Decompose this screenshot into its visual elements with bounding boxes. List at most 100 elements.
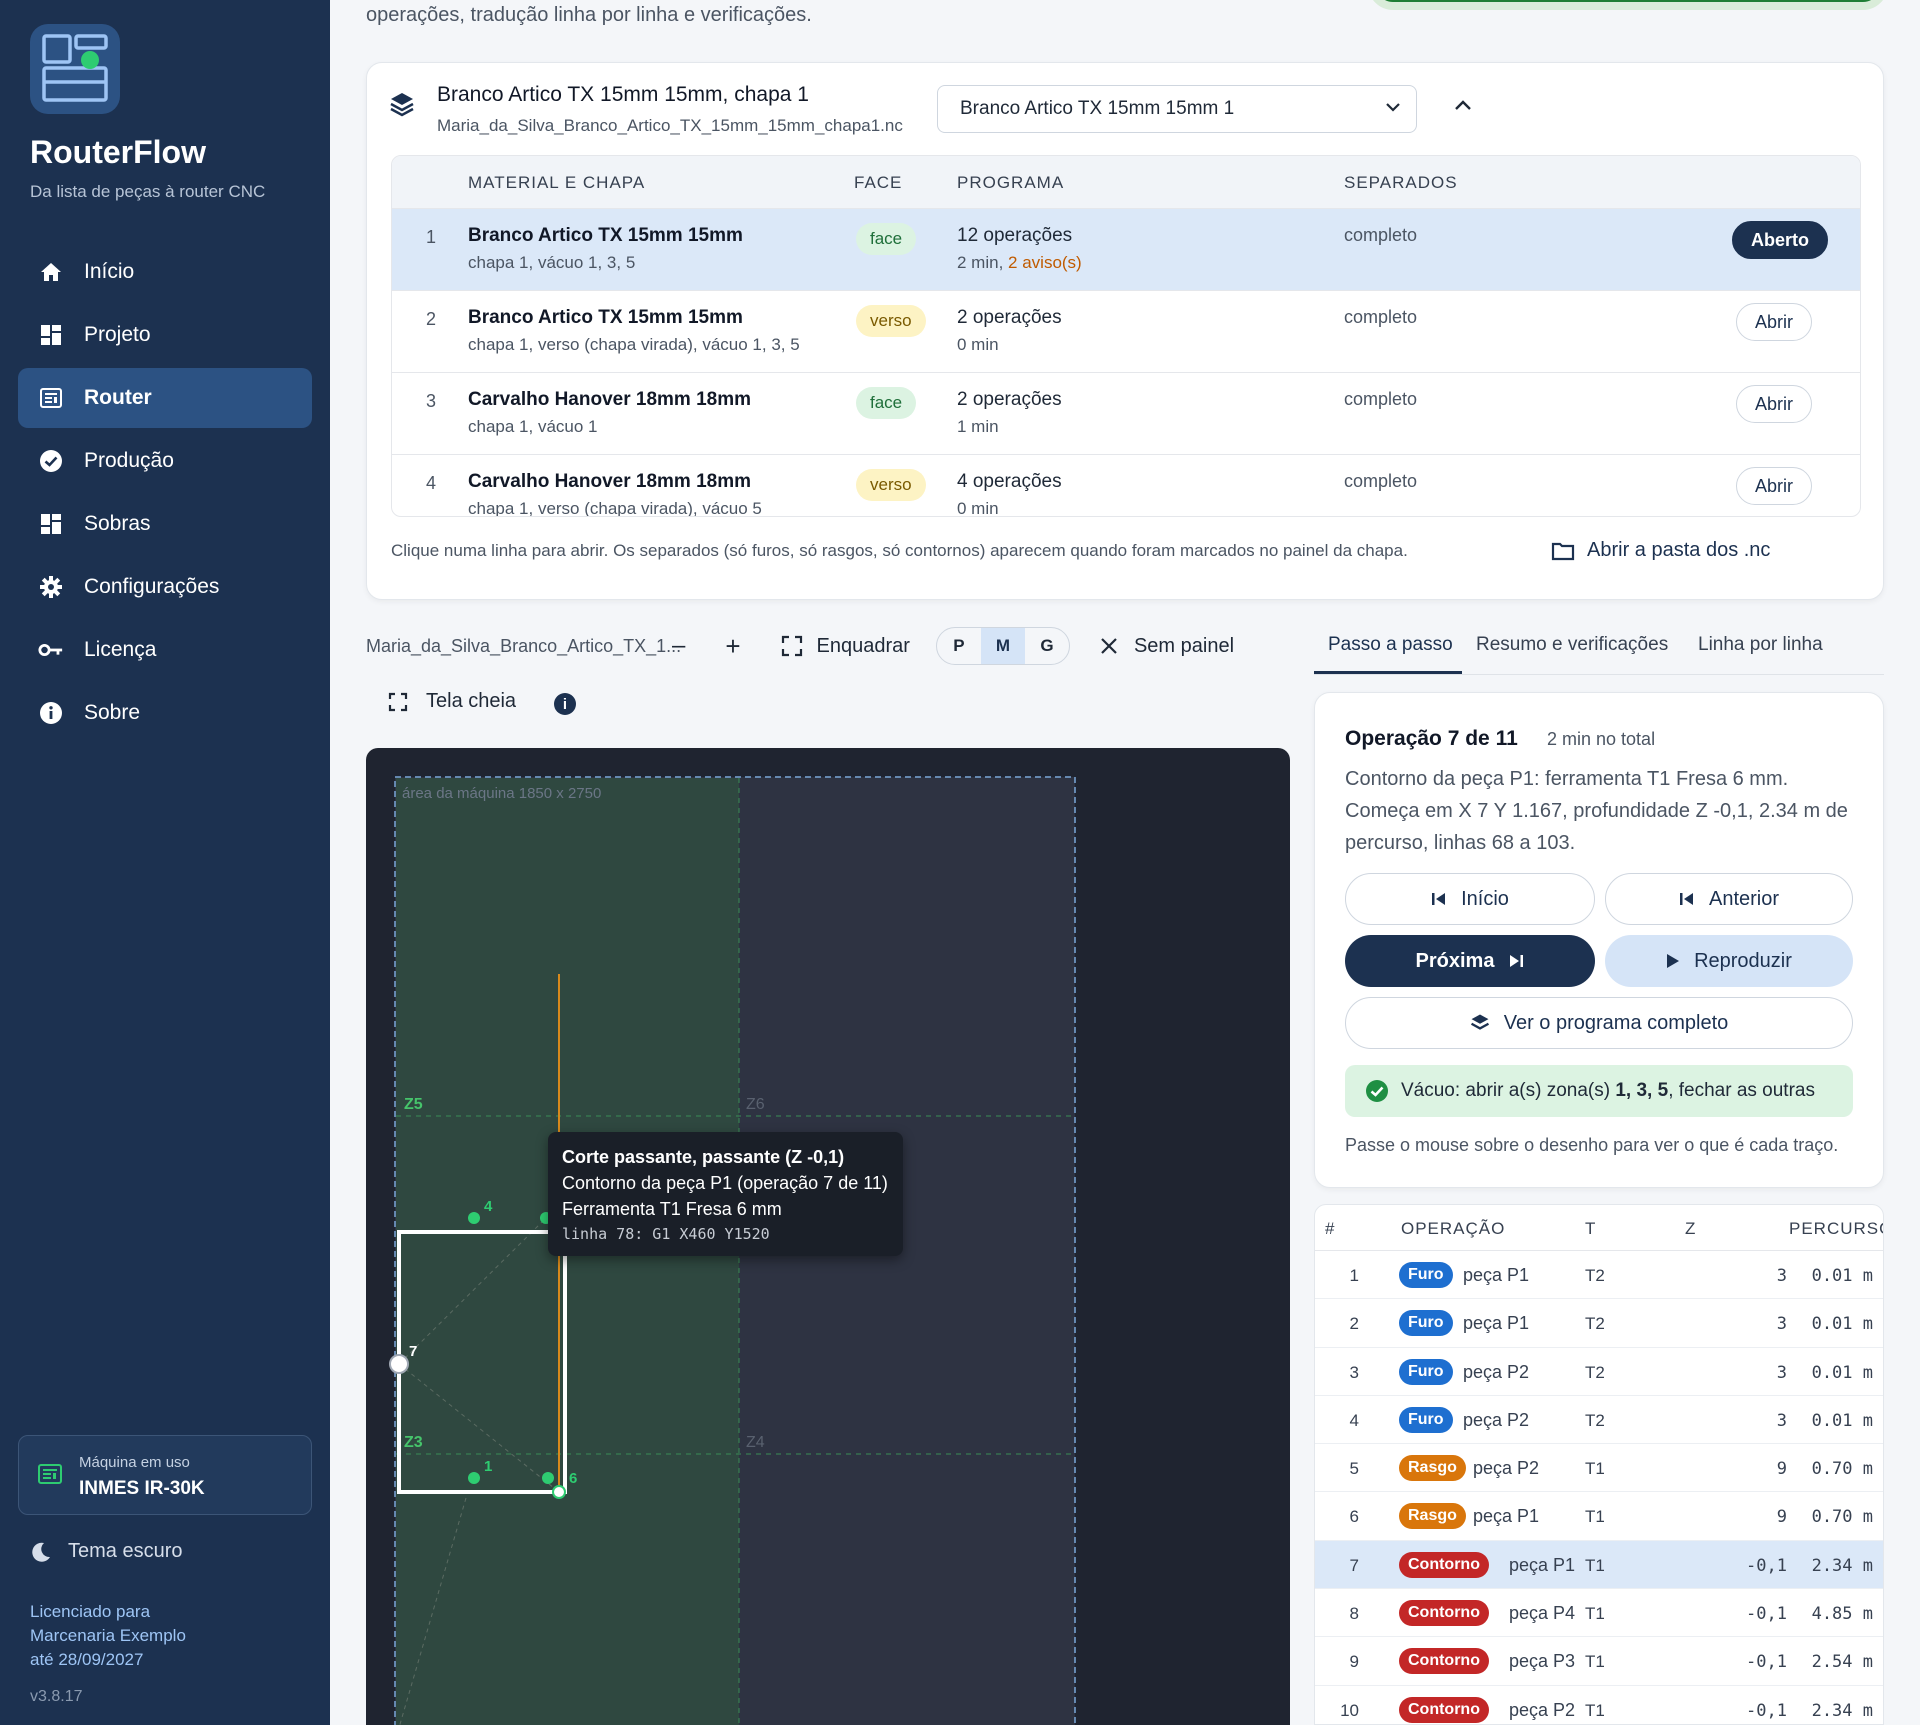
operation-row[interactable]: 3 Furo peça P2 T2 3 0.01 m	[1315, 1348, 1883, 1396]
sidebar-item-inicio[interactable]: Início	[18, 242, 312, 302]
operation-row[interactable]: 9 Contorno peça P3 T1 -0,1 2.54 m	[1315, 1637, 1883, 1686]
zoom-in-button[interactable]: +	[725, 631, 740, 662]
zone-label: Z6	[746, 1096, 765, 1113]
zoom-out-button[interactable]: –	[672, 632, 685, 660]
sidebar-item-label: Router	[84, 386, 152, 409]
operation-piece: peça P2	[1509, 1699, 1576, 1720]
row-detail: chapa 1, verso (chapa virada), vácuo 5	[468, 499, 762, 517]
operation-number: 6	[1349, 1507, 1359, 1527]
program-select[interactable]: Branco Artico TX 15mm 15mm 1	[937, 85, 1417, 133]
play-button[interactable]: Reproduzir	[1605, 935, 1853, 987]
sidebar-item-producao[interactable]: Produção	[18, 431, 312, 491]
programs-table: MATERIAL E CHAPA FACE PROGRAMA SEPARADOS…	[391, 155, 1861, 517]
operation-row[interactable]: 10 Contorno peça P2 T1 -0,1 2.34 m	[1315, 1686, 1883, 1724]
operation-path: 2.34 m	[1811, 1700, 1873, 1721]
open-button[interactable]: Abrir	[1735, 467, 1812, 505]
skip-start-icon	[1431, 891, 1447, 907]
row-warnings[interactable]: 2 aviso(s)	[1008, 253, 1082, 272]
previous-label: Anterior	[1708, 887, 1780, 910]
opened-button[interactable]: Aberto	[1732, 221, 1828, 259]
sidebar: RouterFlow Da lista de peças à router CN…	[0, 0, 330, 1725]
operation-row[interactable]: 7 Contorno peça P1 T1 -0,1 2.34 m	[1315, 1540, 1883, 1590]
close-icon	[1100, 637, 1118, 655]
open-folder-label: Abrir a pasta dos .nc	[1587, 539, 1771, 561]
sidebar-item-label: Licença	[84, 638, 157, 661]
fit-button[interactable]: Enquadrar	[781, 635, 910, 658]
operation-number: 5	[1349, 1459, 1359, 1479]
operation-piece: peça P3	[1509, 1651, 1576, 1672]
sidebar-item-sobre[interactable]: Sobre	[18, 683, 312, 743]
table-row[interactable]: 3 Carvalho Hanover 18mm 18mm chapa 1, vá…	[392, 372, 1860, 454]
table-row[interactable]: 4 Carvalho Hanover 18mm 18mm chapa 1, ve…	[392, 454, 1860, 517]
operation-row[interactable]: 1 Furo peça P1 T2 3 0.01 m	[1315, 1251, 1883, 1300]
size-g-button[interactable]: G	[1040, 636, 1054, 655]
operation-number: 8	[1349, 1604, 1359, 1624]
intro-text: operações, tradução linha por linha e ve…	[366, 4, 812, 26]
vacuum-pre: Vácuo: abrir a(s) zona(s)	[1401, 1080, 1616, 1101]
frame-icon	[781, 635, 803, 657]
row-material: Branco Artico TX 15mm 15mm	[468, 225, 743, 246]
operation-number: 2	[1349, 1314, 1359, 1334]
top-action-button[interactable]	[1368, 0, 1888, 10]
next-label: Próxima	[1415, 949, 1495, 972]
row-number: 3	[426, 391, 437, 411]
operation-row[interactable]: 8 Contorno peça P4 T1 -0,1 4.85 m	[1315, 1589, 1883, 1638]
program-title: Branco Artico TX 15mm 15mm, chapa 1	[437, 83, 809, 106]
col-material: MATERIAL E CHAPA	[468, 173, 646, 192]
fullscreen-button[interactable]: Tela cheia	[388, 690, 516, 713]
operation-row[interactable]: 5 Rasgo peça P2 T1 9 0.70 m	[1315, 1444, 1883, 1493]
toolpath-canvas[interactable]: área da máquina 1850 x 2750 Z5 Z6 Z3 Z4 …	[366, 748, 1290, 1725]
operation-path: 0.70 m	[1811, 1507, 1873, 1528]
operation-tool: T1	[1585, 1652, 1605, 1672]
operation-piece: peça P2	[1463, 1361, 1530, 1382]
operation-type-badge: Contorno	[1399, 1696, 1489, 1723]
key-icon	[38, 637, 64, 663]
table-row[interactable]: 1 Branco Artico TX 15mm 15mm chapa 1, vá…	[392, 208, 1860, 290]
no-panel-button[interactable]: Sem painel	[1100, 635, 1234, 658]
operation-piece: peça P1	[1463, 1265, 1530, 1285]
sidebar-item-sobras[interactable]: Sobras	[18, 494, 312, 554]
machine-in-use[interactable]: Máquina em uso INMES IR-30K	[18, 1435, 312, 1515]
operation-path: 0.01 m	[1811, 1314, 1873, 1335]
collapse-button[interactable]	[1443, 89, 1483, 125]
row-ops: 12 operações	[957, 225, 1073, 246]
tab-passo-a-passo[interactable]: Passo a passo	[1328, 634, 1453, 655]
previous-button[interactable]: Anterior	[1605, 873, 1853, 925]
right-tabs: Passo a passo Resumo e verificações Linh…	[1314, 620, 1884, 675]
license-line: Licenciado para	[30, 1602, 151, 1621]
open-button[interactable]: Abrir	[1735, 385, 1812, 423]
operation-row[interactable]: 2 Furo peça P1 T2 3 0.01 m	[1315, 1299, 1883, 1348]
next-button[interactable]: Próxima	[1345, 935, 1595, 987]
open-folder-link[interactable]: Abrir a pasta dos .nc	[1551, 539, 1770, 562]
start-label: Início	[1461, 887, 1509, 910]
active-tab-indicator	[1314, 671, 1462, 674]
gear-icon	[38, 574, 64, 600]
operation-piece: peça P1	[1473, 1506, 1540, 1527]
operation-row[interactable]: 6 Rasgo peça P1 T1 9 0.70 m	[1315, 1492, 1883, 1541]
tab-linha-por-linha[interactable]: Linha por linha	[1698, 634, 1823, 655]
full-program-button[interactable]: Ver o programa completo	[1345, 997, 1853, 1049]
face-badge: face	[856, 387, 917, 419]
size-p-button[interactable]: P	[953, 636, 965, 655]
sidebar-item-projeto[interactable]: Projeto	[18, 305, 312, 365]
operation-number: 7	[1349, 1555, 1359, 1575]
sidebar-item-configuracoes[interactable]: Configurações	[18, 557, 312, 617]
col-operation: OPERAÇÃO	[1401, 1219, 1506, 1238]
table-row[interactable]: 2 Branco Artico TX 15mm 15mm chapa 1, ve…	[392, 290, 1860, 372]
operation-row[interactable]: 4 Furo peça P2 T2 3 0.01 m	[1315, 1396, 1883, 1445]
size-m-button[interactable]: M	[980, 628, 1025, 664]
dark-theme-toggle[interactable]: Tema escuro	[30, 1540, 183, 1563]
point-marker	[468, 1472, 480, 1484]
open-button[interactable]: Abrir	[1735, 303, 1812, 341]
start-button[interactable]: Início	[1345, 873, 1595, 925]
tab-resumo[interactable]: Resumo e verificações	[1476, 634, 1669, 655]
sidebar-item-licenca[interactable]: Licença	[18, 620, 312, 680]
operation-type-badge: Contorno	[1399, 1600, 1489, 1627]
vacuum-zones: 1, 3, 5	[1615, 1080, 1669, 1101]
operations-rows: 1 Furo peça P1 T2 3 0.01 m 2 Furo peça P1 T2 3 0.01…	[1315, 1251, 1883, 1724]
operation-type-badge: Contorno	[1399, 1551, 1489, 1578]
row-separated: completo	[1344, 307, 1418, 327]
info-icon[interactable]: i	[554, 693, 576, 715]
operations-table: # OPERAÇÃO T Z PERCURSO 1 Furo peça P1 T2 3 0…	[1314, 1204, 1884, 1725]
sidebar-item-router[interactable]: Router	[18, 368, 312, 428]
